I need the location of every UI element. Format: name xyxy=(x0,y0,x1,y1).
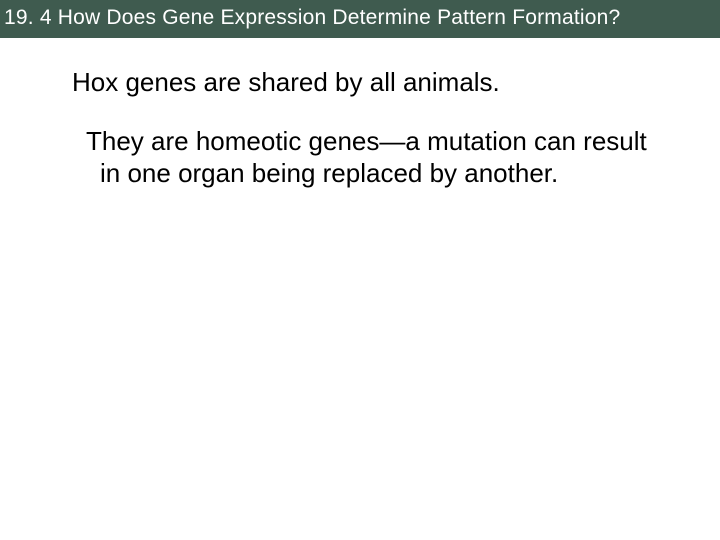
section-header-bar: 19. 4 How Does Gene Expression Determine… xyxy=(0,0,720,38)
paragraph-2: They are homeotic genes—a mutation can r… xyxy=(72,125,658,190)
section-header-title: 19. 4 How Does Gene Expression Determine… xyxy=(4,6,620,29)
slide-content: Hox genes are shared by all animals. The… xyxy=(0,38,720,190)
paragraph-1: Hox genes are shared by all animals. xyxy=(72,66,658,99)
